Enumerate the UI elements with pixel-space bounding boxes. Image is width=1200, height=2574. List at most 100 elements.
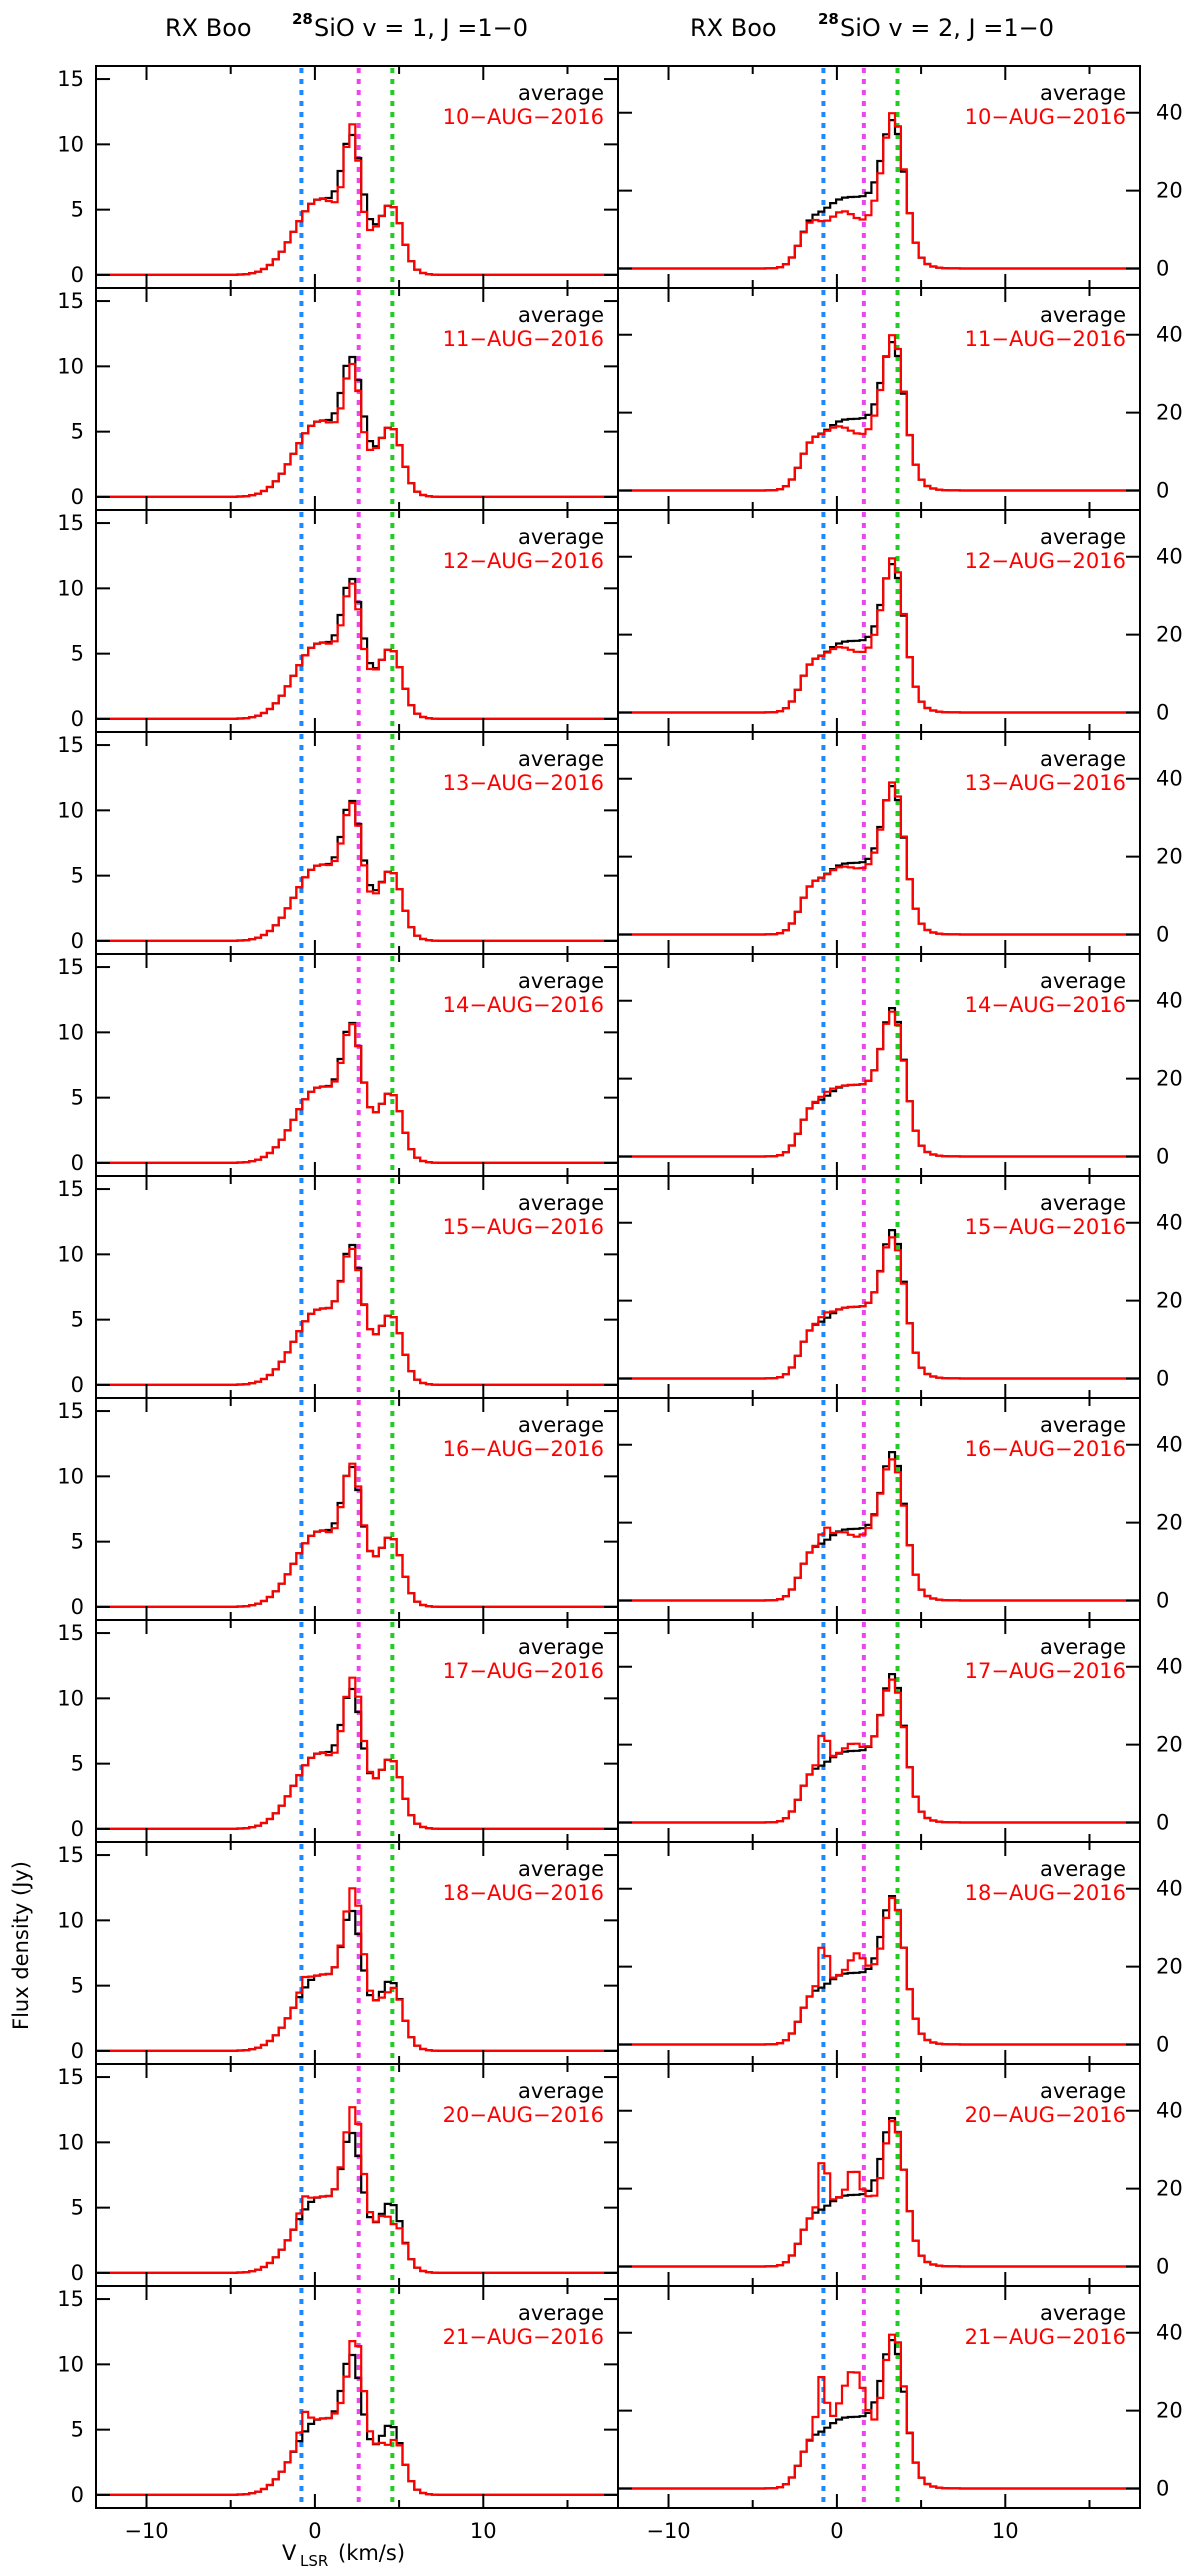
y-tick-label: 40 <box>1156 767 1183 791</box>
legend-average-label: average <box>518 525 604 549</box>
y-tick-label: 5 <box>71 1530 84 1554</box>
y-tick-label: 0 <box>1156 2477 1169 2501</box>
panel-row-8: 051015average17−AUG−201602040average17−A… <box>57 1619 1183 1843</box>
y-tick-label: 0 <box>1156 1811 1169 1835</box>
legend-date-label: 12−AUG−2016 <box>443 549 604 573</box>
daily-spectrum-line <box>618 1236 1140 1380</box>
y-tick-label: 0 <box>71 929 84 953</box>
legend-average-label: average <box>518 1413 604 1437</box>
panel-frame <box>617 2285 1141 2509</box>
x-axis-label: V LSR (km/s) <box>282 2541 405 2570</box>
y-tick-label: 5 <box>71 864 84 888</box>
y-tick-label: 20 <box>1156 1511 1183 1535</box>
daily-spectrum-line <box>96 1887 618 2052</box>
y-tick-label: 0 <box>1156 1589 1169 1613</box>
legend-average-label: average <box>518 2079 604 2103</box>
daily-spectrum-line <box>96 1022 618 1164</box>
x-tick-label: −10 <box>124 2519 168 2543</box>
average-spectrum-line <box>618 341 1140 492</box>
legend-date-label: 16−AUG−2016 <box>443 1437 604 1461</box>
y-tick-label: 0 <box>71 1595 84 1619</box>
legend-date-label: 15−AUG−2016 <box>965 1215 1126 1239</box>
y-tick-label: 10 <box>57 2352 84 2376</box>
y-tick-label: 15 <box>57 67 84 91</box>
legend-date-label: 20−AUG−2016 <box>965 2103 1126 2127</box>
panel-grid: 051015average10−AUG−201602040average10−A… <box>57 65 1183 2543</box>
title-left-source: RX Boo <box>165 14 252 42</box>
title-left: RX Boo 28 SiO v = 1, J =1−0 <box>165 10 528 42</box>
legend-date-label: 15−AUG−2016 <box>443 1215 604 1239</box>
legend-average-label: average <box>518 747 604 771</box>
y-tick-label: 20 <box>1156 2177 1183 2201</box>
legend-date-label: 21−AUG−2016 <box>965 2325 1126 2349</box>
y-tick-label: 20 <box>1156 1733 1183 1757</box>
y-tick-label: 15 <box>57 2065 84 2089</box>
y-tick-label: 40 <box>1156 1877 1183 1901</box>
daily-spectrum-line <box>618 1458 1140 1602</box>
y-tick-label: 5 <box>71 642 84 666</box>
daily-spectrum-line <box>618 1678 1140 1824</box>
y-tick-label: 0 <box>71 1373 84 1397</box>
y-tick-label: 0 <box>71 1817 84 1841</box>
daily-spectrum-line <box>96 123 618 276</box>
y-tick-label: 40 <box>1156 323 1183 347</box>
daily-spectrum-line <box>96 2340 618 2496</box>
y-tick-label: 15 <box>57 1843 84 1867</box>
legend-date-label: 21−AUG−2016 <box>443 2325 604 2349</box>
title-right-line: SiO v = 2, J =1−0 <box>840 14 1054 42</box>
legend-average-label: average <box>1040 969 1126 993</box>
y-tick-label: 15 <box>57 1399 84 1423</box>
y-tick-label: 10 <box>57 1464 84 1488</box>
y-tick-label: 10 <box>57 1686 84 1710</box>
average-spectrum-line <box>618 785 1140 936</box>
daily-spectrum-line <box>618 112 1140 270</box>
legend-date-label: 12−AUG−2016 <box>965 549 1126 573</box>
y-tick-label: 15 <box>57 511 84 535</box>
panel-row-6: 051015average15−AUG−201602040average15−A… <box>57 1175 1183 1399</box>
legend-date-label: 13−AUG−2016 <box>443 771 604 795</box>
y-tick-label: 15 <box>57 955 84 979</box>
y-tick-label: 40 <box>1156 989 1183 1013</box>
legend-date-label: 20−AUG−2016 <box>443 2103 604 2127</box>
y-tick-label: 10 <box>57 354 84 378</box>
panel-row-2: 051015average11−AUG−201602040average11−A… <box>57 287 1183 511</box>
legend-average-label: average <box>518 1191 604 1215</box>
y-tick-label: 5 <box>71 2418 84 2442</box>
legend-average-label: average <box>1040 303 1126 327</box>
daily-spectrum-line <box>96 1247 618 1386</box>
average-spectrum-line <box>618 1673 1140 1824</box>
daily-spectrum-line <box>618 781 1140 936</box>
y-tick-label: 15 <box>57 733 84 757</box>
y-tick-label: 40 <box>1156 101 1183 125</box>
y-tick-label: 20 <box>1156 2399 1183 2423</box>
y-tick-label: 40 <box>1156 2099 1183 2123</box>
y-tick-label: 20 <box>1156 1955 1183 1979</box>
y-tick-label: 0 <box>1156 1145 1169 1169</box>
y-tick-label: 20 <box>1156 401 1183 425</box>
title-right-source: RX Boo <box>690 14 777 42</box>
y-tick-label: 20 <box>1156 1067 1183 1091</box>
y-tick-label: 0 <box>1156 2033 1169 2057</box>
legend-date-label: 18−AUG−2016 <box>443 1881 604 1905</box>
legend-date-label: 11−AUG−2016 <box>443 327 604 351</box>
y-tick-label: 15 <box>57 1177 84 1201</box>
daily-spectrum-line <box>96 1676 618 1830</box>
average-spectrum-line <box>618 2117 1140 2268</box>
title-left-isotope: 28 <box>292 10 313 28</box>
